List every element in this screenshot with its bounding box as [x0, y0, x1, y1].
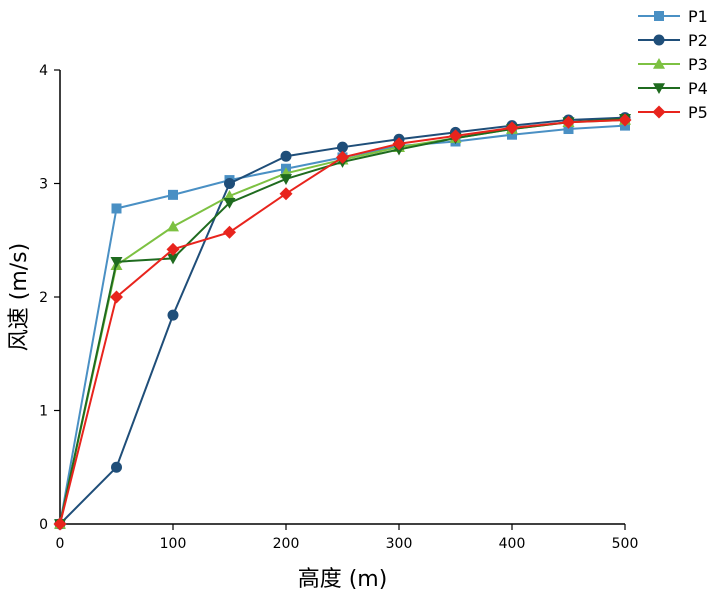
data-point-p4 — [223, 197, 236, 209]
data-point-p2 — [280, 150, 292, 162]
data-point-p1 — [563, 124, 574, 135]
data-point-p5 — [279, 187, 293, 201]
x-tick-label: 0 — [56, 536, 65, 552]
legend-item-p2: P2 — [638, 31, 708, 50]
series-p2 — [54, 112, 631, 530]
legend-marker — [653, 34, 665, 46]
legend-marker — [654, 11, 664, 21]
legend-label: P3 — [688, 55, 708, 74]
data-point-p1 — [111, 203, 122, 214]
data-point-p4 — [167, 253, 179, 265]
series-line-p2 — [59, 116, 626, 525]
x-tick-label: 400 — [499, 536, 526, 552]
legend-item-p4: P4 — [638, 79, 708, 98]
data-point-p3 — [167, 220, 179, 232]
series-p3 — [54, 113, 631, 529]
data-point-p5 — [618, 113, 632, 127]
data-point-p5 — [223, 225, 236, 239]
y-tick-label: 2 — [39, 290, 48, 306]
y-tick-label: 0 — [39, 517, 48, 533]
series-line-p5 — [59, 118, 626, 525]
data-point-p5 — [166, 242, 180, 256]
data-point-p5 — [110, 290, 123, 304]
data-point-p2 — [167, 309, 179, 321]
legend-label: P4 — [688, 79, 708, 98]
x-tick-label: 100 — [160, 536, 187, 552]
legend-label: P1 — [688, 7, 708, 26]
data-point-p5 — [449, 129, 462, 143]
x-tick-label: 500 — [612, 536, 639, 552]
data-point-p2 — [224, 178, 235, 189]
data-point-p5 — [562, 115, 575, 129]
legend-marker — [652, 105, 666, 119]
data-point-p4 — [110, 257, 123, 268]
y-tick-label: 4 — [39, 63, 48, 79]
data-point-p5 — [505, 121, 519, 135]
y-tick-label: 1 — [39, 404, 48, 420]
data-point-p2 — [111, 461, 122, 473]
data-point-p1 — [168, 189, 178, 200]
axes: 0 100 200 300 400 500 0 1 2 3 4 — [39, 63, 638, 552]
y-axis-title: 风速 (m/s) — [7, 243, 32, 351]
series-p5 — [53, 113, 632, 531]
y-tick-label: 3 — [39, 177, 48, 193]
data-point-p5 — [53, 517, 67, 531]
series-line-p4 — [59, 117, 626, 525]
legend-item-p5: P5 — [638, 103, 708, 122]
data-point-p4 — [280, 174, 292, 185]
data-point-p2 — [337, 141, 348, 153]
data-point-p5 — [392, 137, 406, 151]
x-axis-title: 高度 (m) — [298, 567, 388, 592]
series-line-p3 — [59, 118, 626, 525]
data-point-p5 — [336, 150, 349, 164]
series-p4 — [54, 114, 631, 530]
legend-marker — [653, 83, 665, 94]
legend-label: P5 — [688, 103, 708, 122]
legend-marker — [653, 58, 665, 69]
x-tick-label: 300 — [386, 536, 413, 552]
x-tick-label: 200 — [273, 536, 300, 552]
series-layer — [53, 112, 632, 531]
legend-label: P2 — [688, 31, 708, 50]
series-line-p1 — [59, 124, 626, 525]
legend: P1 P2 P3 P4 P5 — [638, 7, 708, 122]
series-p1 — [55, 120, 630, 529]
legend-item-p3: P3 — [638, 55, 708, 74]
legend-item-p1: P1 — [638, 7, 708, 26]
